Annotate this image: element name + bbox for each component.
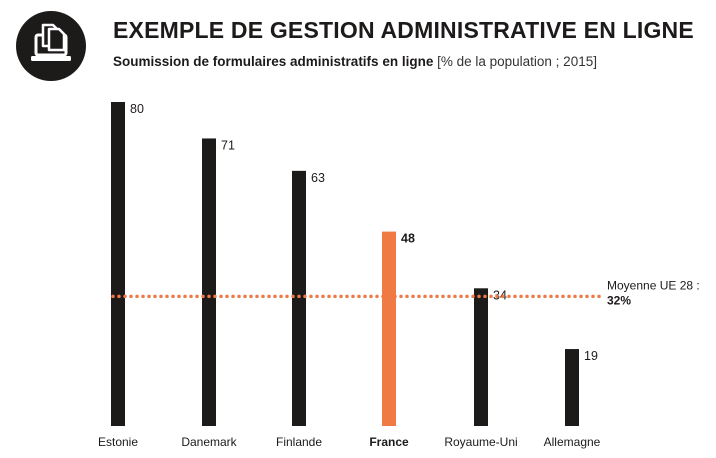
bar-royaume-uni [474,288,488,426]
bar-france [382,231,396,426]
value-label-danemark: 71 [221,138,235,152]
category-label-france: France [369,435,409,449]
subtitle-main: Soumission de formulaires administratifs… [113,54,434,69]
category-label-estonie: Estonie [98,435,138,449]
eu-average-label: Moyenne UE 28 : [607,278,700,292]
bar-danemark [202,138,216,426]
subtitle-unit: [% de la population ; 2015] [437,54,597,69]
chart-subtitle: Soumission de formulaires administratifs… [113,54,597,69]
value-label-royaume-uni: 34 [493,288,507,302]
eu-average-value: 32% [607,293,631,307]
computer-documents-icon [31,23,71,61]
category-label-royaume-uni: Royaume-Uni [444,435,517,449]
bar-allemagne [565,349,579,426]
value-label-finlande: 63 [311,171,325,185]
category-label-allemagne: Allemagne [544,435,601,449]
value-label-allemagne: 19 [584,349,598,363]
bar-finlande [292,170,306,426]
category-label-finlande: Finlande [276,435,322,449]
category-label-danemark: Danemark [181,435,237,449]
value-label-estonie: 80 [130,102,144,116]
chart-title: EXEMPLE DE GESTION ADMINISTRATIVE EN LIG… [113,17,694,43]
bar-estonie [111,102,125,426]
logo-badge [16,11,86,81]
value-label-france: 48 [401,232,415,246]
